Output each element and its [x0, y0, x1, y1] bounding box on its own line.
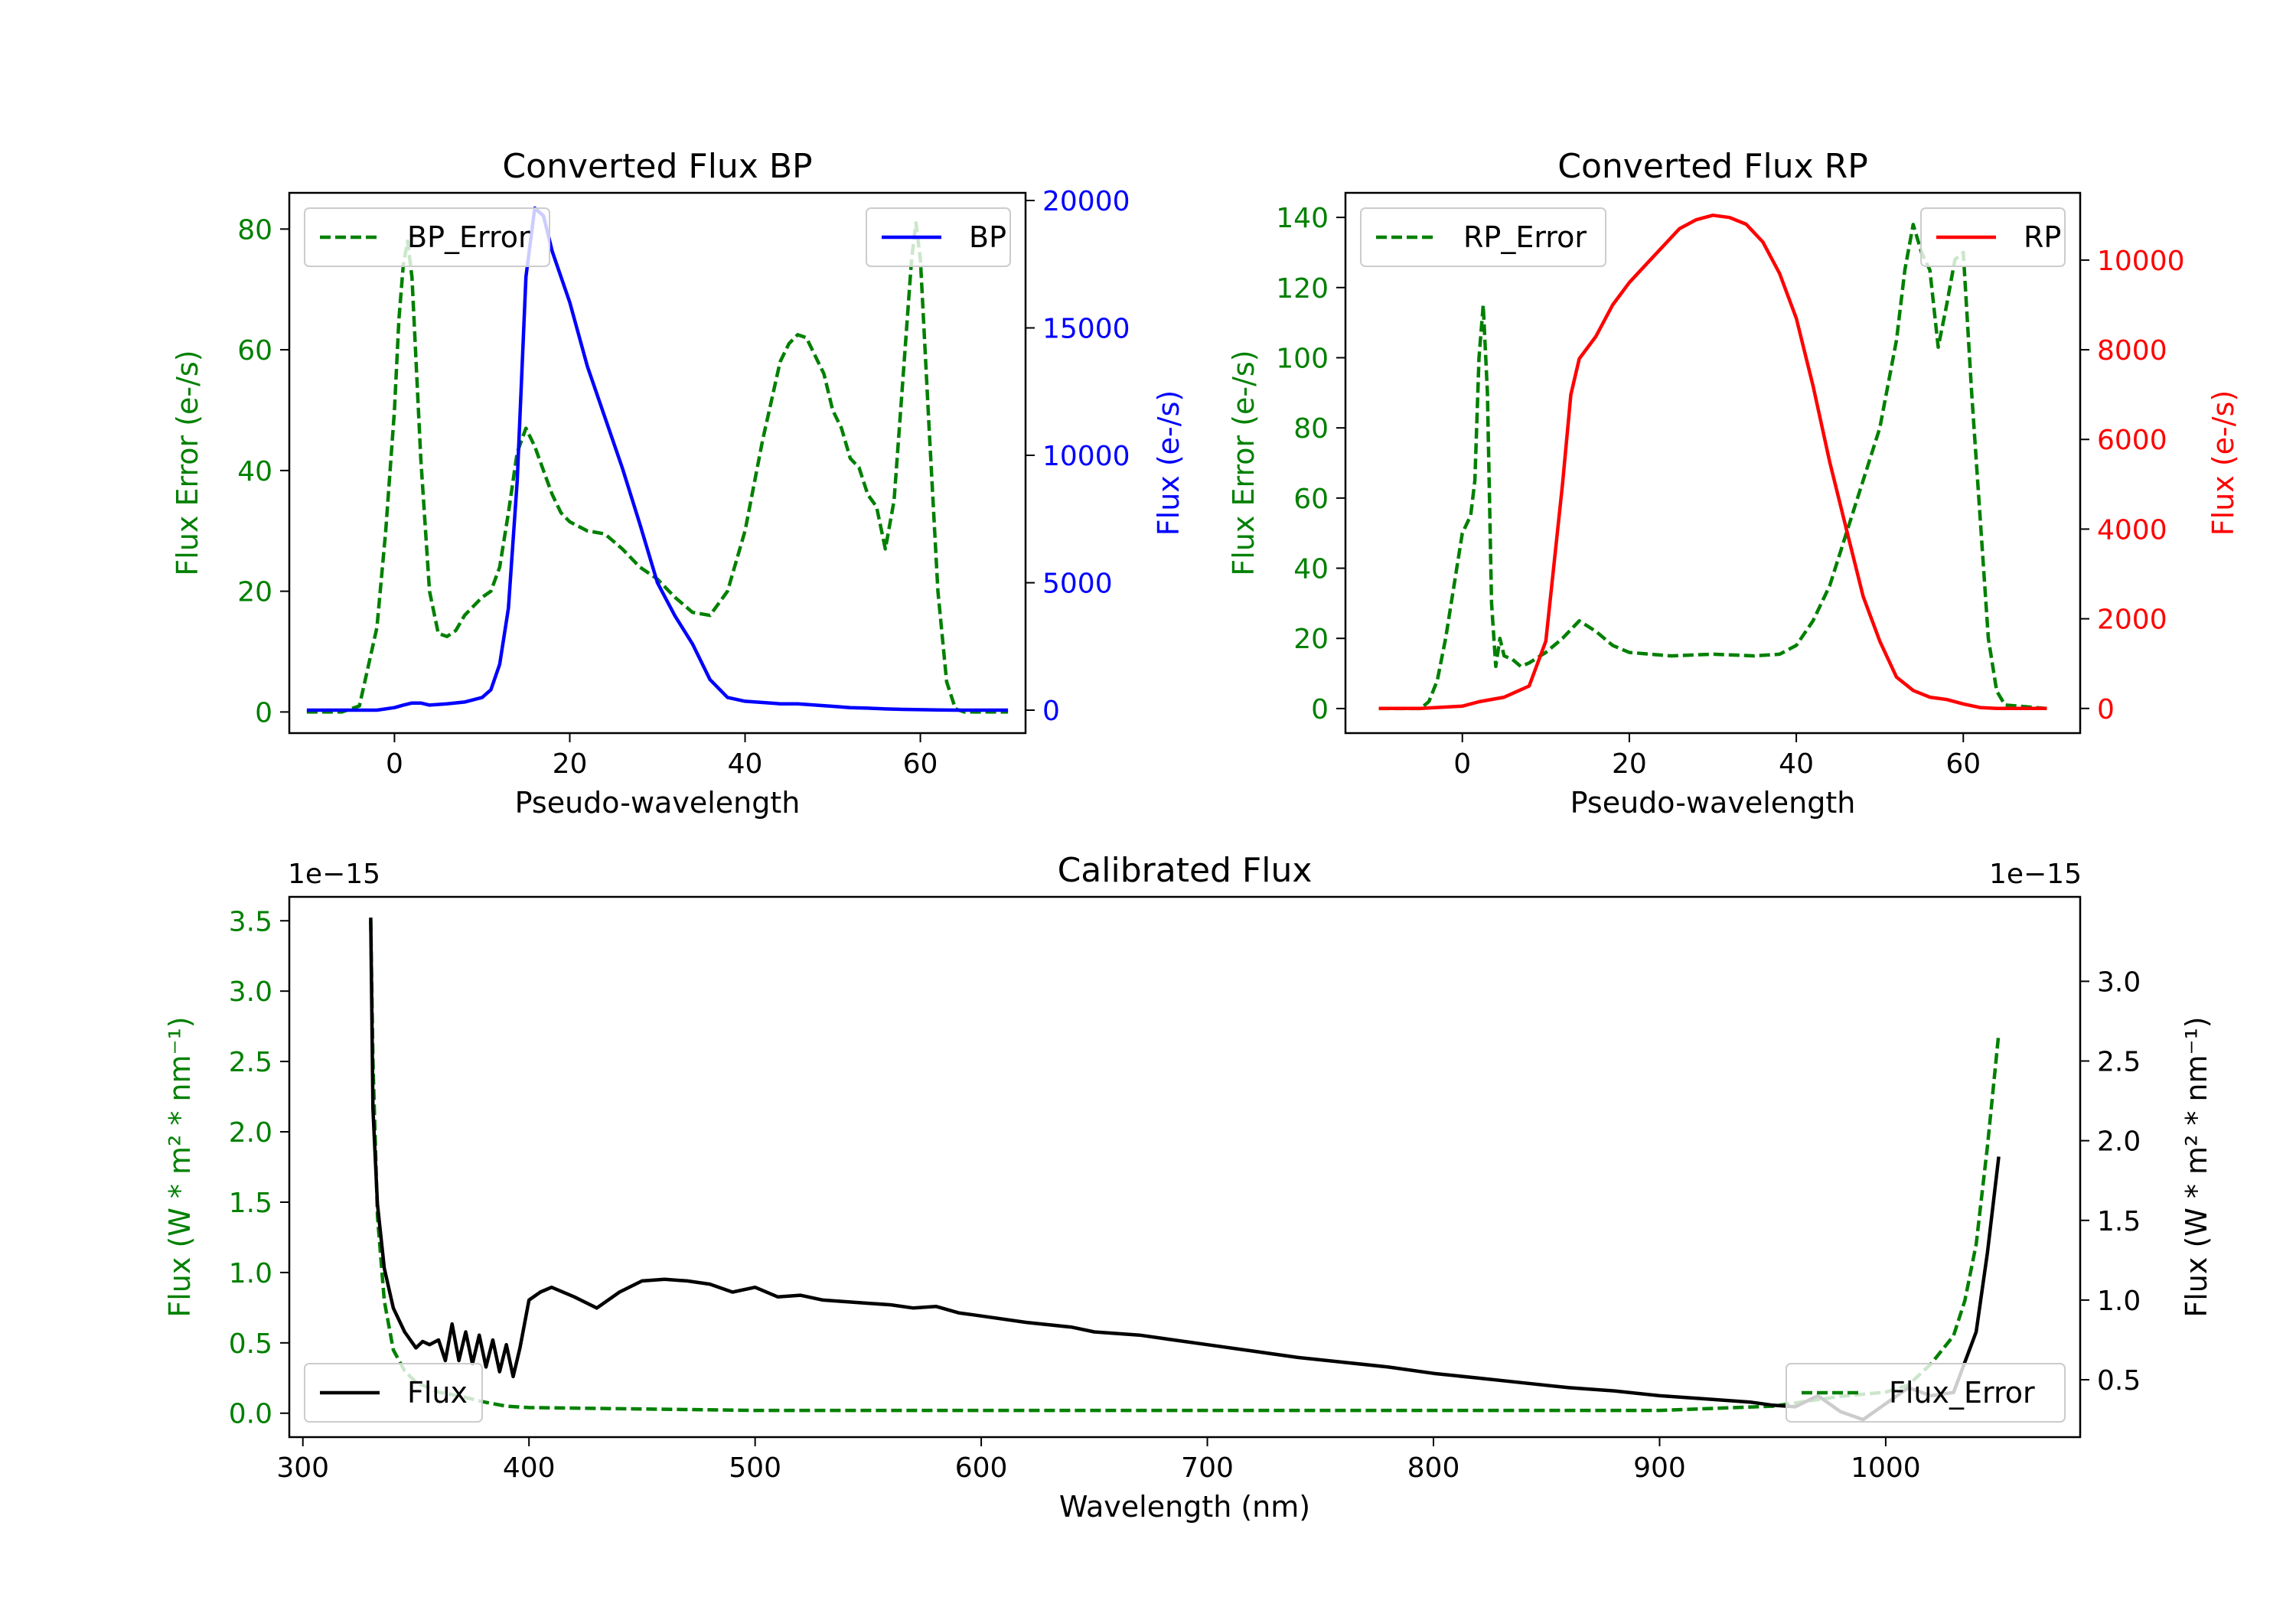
plot-frame [288, 895, 2082, 1439]
y-right-axis-label: Flux (W * m² * nm⁻¹) [2180, 1016, 2213, 1317]
x-tick-label: 800 [1407, 1452, 1460, 1484]
x-tick-label: 300 [276, 1452, 329, 1484]
y-left-tick-label: 20 [1293, 624, 1329, 655]
y-right-tick-label: 2.5 [2097, 1047, 2141, 1078]
legend-label: Flux [407, 1376, 468, 1410]
x-axis-label: Pseudo-wavelength [1570, 786, 1856, 820]
x-tick-label: 60 [1945, 748, 1981, 780]
y-left-tick-label: 2.5 [229, 1047, 272, 1078]
y-left-tick-label: 20 [237, 577, 272, 608]
y-left-tick-label: 60 [1293, 484, 1329, 515]
y-right-tick-label: 4000 [2097, 514, 2167, 546]
y-right-tick-label: 6000 [2097, 425, 2167, 456]
chart-2: Converted Flux RP 0 20 40 60 Pseudo-wavelengt… [1227, 147, 2240, 820]
y-left-axis-label: Flux Error (e-/s) [1227, 350, 1261, 575]
y-left-tick-label: 40 [1293, 554, 1329, 585]
y-left-tick-label: 0 [255, 697, 272, 729]
x-tick-label: 600 [955, 1452, 1008, 1484]
y-right-tick-label: 2000 [2097, 605, 2167, 636]
y-left-tick-label: 3.0 [229, 976, 272, 1008]
series-line-rp [1378, 214, 2047, 711]
legend-box [304, 1363, 483, 1423]
y-right-tick-label: 3.0 [2097, 966, 2141, 998]
y-right-tick-label: 10000 [1042, 441, 1130, 472]
y-left-tick-label: 0.5 [229, 1328, 272, 1360]
series-line-flux-error [369, 921, 2001, 1413]
y-right-tick-label: 2.0 [2097, 1126, 2141, 1158]
x-tick-label: 20 [553, 748, 588, 780]
legend-rp: RP [1920, 207, 2066, 267]
chart-title: Converted Flux BP [502, 147, 812, 186]
x-tick-label: 60 [903, 748, 938, 780]
legend-label: RP [2024, 220, 2061, 254]
y-left-tick-label: 60 [237, 335, 272, 367]
y-left-tick-label: 1.0 [229, 1258, 272, 1289]
y-right-axis-label: Flux (e-/s) [2206, 390, 2240, 536]
y-left-tick-label: 80 [237, 214, 272, 246]
y-right-tick-label: 20000 [1042, 186, 1130, 217]
y-left-tick-label: 0 [1311, 694, 1329, 725]
x-tick-label: 700 [1181, 1452, 1234, 1484]
series-line-flux [369, 918, 2001, 1422]
y-right-tick-label: 8000 [2097, 335, 2167, 367]
offset-text-right: 1e−15 [1989, 859, 2082, 890]
y-right-tick-label: 0 [1042, 696, 1060, 727]
legend-box [1360, 207, 1606, 267]
x-axis-label: Wavelength (nm) [1059, 1490, 1310, 1524]
chart-title: Converted Flux RP [1557, 147, 1868, 186]
x-tick-label: 40 [728, 748, 763, 780]
x-tick-label: 1000 [1851, 1452, 1921, 1484]
y-left-tick-label: 100 [1276, 343, 1329, 374]
legend-rp-error: RP_Error [1360, 207, 1606, 267]
y-right-tick-label: 10000 [2097, 246, 2185, 277]
series-line-bp [306, 206, 1009, 712]
y-left-tick-label: 140 [1276, 203, 1329, 234]
plot-frame [1344, 191, 2082, 735]
y-left-axis-label: Flux Error (e-/s) [171, 350, 204, 575]
plot-frame [288, 191, 1027, 735]
chart-3: Calibrated Flux 300 400 500 600 700 800 900 1000… [163, 851, 2213, 1524]
legend-label: Flux_Error [1889, 1376, 2035, 1410]
x-tick-label: 500 [729, 1452, 781, 1484]
y-right-tick-label: 1.5 [2097, 1206, 2141, 1237]
y-left-tick-label: 120 [1276, 273, 1329, 305]
chart-title: Calibrated Flux [1058, 851, 1313, 890]
y-right-tick-label: 5000 [1042, 569, 1113, 600]
legend-flux-error: Flux_Error [1786, 1363, 2066, 1423]
x-tick-label: 0 [386, 748, 403, 780]
y-right-tick-label: 15000 [1042, 314, 1130, 345]
y-left-tick-label: 80 [1293, 413, 1329, 445]
y-left-tick-label: 3.5 [229, 906, 272, 937]
y-left-tick-label: 2.0 [229, 1117, 272, 1149]
legend-label: RP_Error [1463, 220, 1587, 254]
series-line-rp-error [1378, 223, 2047, 711]
y-right-tick-label: 1.0 [2097, 1286, 2141, 1317]
legend-box [304, 207, 550, 267]
x-tick-label: 0 [1453, 748, 1471, 780]
legend-bp: BP [866, 207, 1011, 267]
chart-1: Converted Flux BP 0 20 40 60 Pseudo-wavelengt… [171, 147, 1186, 820]
x-tick-label: 400 [503, 1452, 556, 1484]
x-tick-label: 900 [1633, 1452, 1686, 1484]
y-right-tick-label: 0 [2097, 694, 2115, 725]
y-left-axis-label: Flux (W * m² * nm⁻¹) [163, 1016, 197, 1317]
charts: Converted Flux BP 0 20 40 60 Pseudo-wavelengt… [163, 147, 2240, 1524]
offset-text-left: 1e−15 [288, 859, 380, 890]
x-axis-label: Pseudo-wavelength [515, 786, 801, 820]
x-tick-label: 20 [1612, 748, 1647, 780]
y-left-tick-label: 0.0 [229, 1399, 272, 1430]
y-right-tick-label: 0.5 [2097, 1365, 2141, 1397]
legend-flux: Flux [304, 1363, 483, 1423]
legend-bp-error: BP_Error [304, 207, 550, 267]
x-tick-label: 40 [1779, 748, 1814, 780]
legend-box [1786, 1363, 2066, 1423]
y-right-axis-label: Flux (e-/s) [1152, 390, 1186, 536]
y-left-tick-label: 1.5 [229, 1188, 272, 1219]
legend-label: BP [969, 220, 1006, 254]
legend-label: BP_Error [407, 220, 530, 254]
y-left-tick-label: 40 [237, 456, 272, 487]
